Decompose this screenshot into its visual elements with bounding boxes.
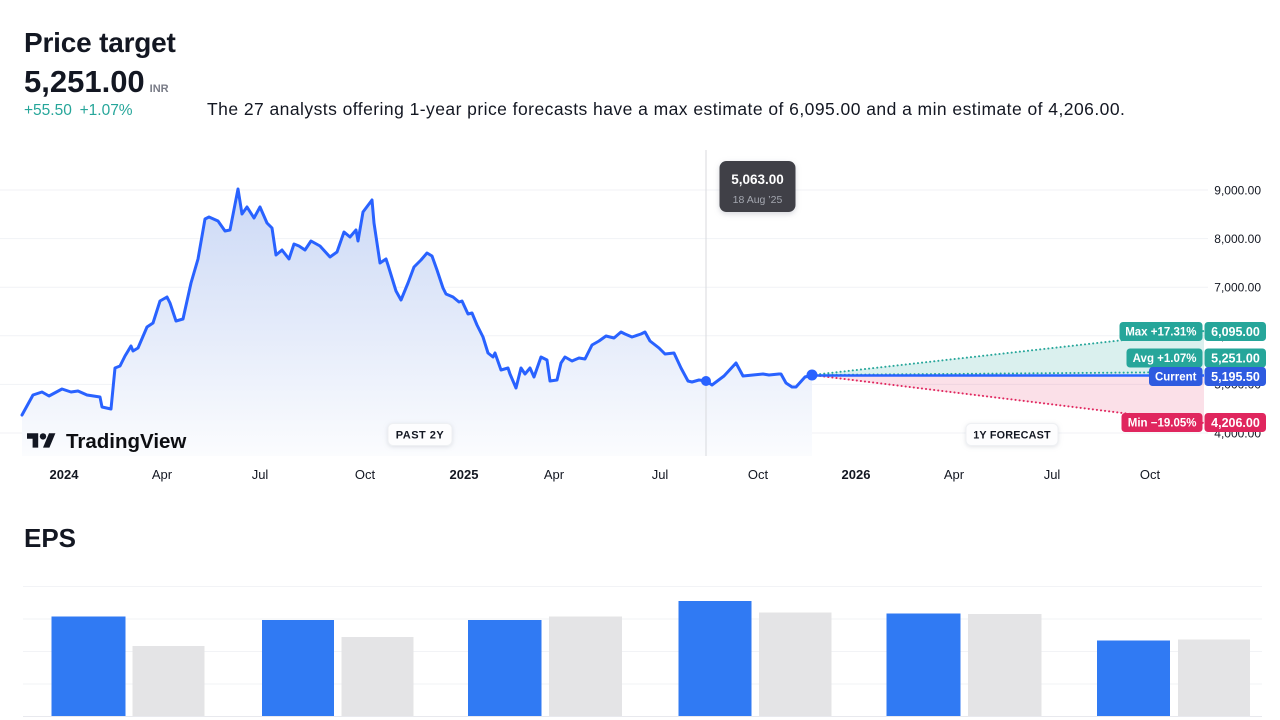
svg-text:2026: 2026 <box>842 467 871 482</box>
svg-text:8,000.00: 8,000.00 <box>1214 232 1261 246</box>
svg-text:Jul: Jul <box>252 467 269 482</box>
svg-text:2024: 2024 <box>50 467 80 482</box>
svg-text:Max +17.31%: Max +17.31% <box>1125 327 1196 339</box>
svg-text:6,095.00: 6,095.00 <box>1211 325 1260 339</box>
svg-text:5,195.50: 5,195.50 <box>1211 370 1260 384</box>
svg-text:Min −19.05%: Min −19.05% <box>1128 418 1197 430</box>
svg-text:9,000.00: 9,000.00 <box>1214 183 1261 197</box>
svg-text:18 Aug ’25: 18 Aug ’25 <box>733 194 783 206</box>
svg-text:Oct: Oct <box>1140 467 1161 482</box>
svg-text:TradingView: TradingView <box>66 430 186 453</box>
svg-text:Jul: Jul <box>1044 467 1061 482</box>
svg-text:Apr: Apr <box>544 467 565 482</box>
svg-text:PAST 2Y: PAST 2Y <box>396 430 445 442</box>
svg-text:Apr: Apr <box>944 467 965 482</box>
svg-text:Apr: Apr <box>152 467 173 482</box>
svg-text:4,206.00: 4,206.00 <box>1211 416 1260 430</box>
svg-text:2025: 2025 <box>450 467 479 482</box>
svg-text:Jul: Jul <box>652 467 669 482</box>
svg-text:Oct: Oct <box>748 467 769 482</box>
svg-text:5,063.00: 5,063.00 <box>731 172 784 187</box>
svg-text:Avg +1.07%: Avg +1.07% <box>1133 353 1197 365</box>
svg-text:Oct: Oct <box>355 467 376 482</box>
svg-text:7,000.00: 7,000.00 <box>1214 281 1261 295</box>
svg-text:Current: Current <box>1155 372 1197 384</box>
svg-text:1Y FORECAST: 1Y FORECAST <box>973 430 1051 442</box>
svg-text:5,251.00: 5,251.00 <box>1211 352 1260 366</box>
